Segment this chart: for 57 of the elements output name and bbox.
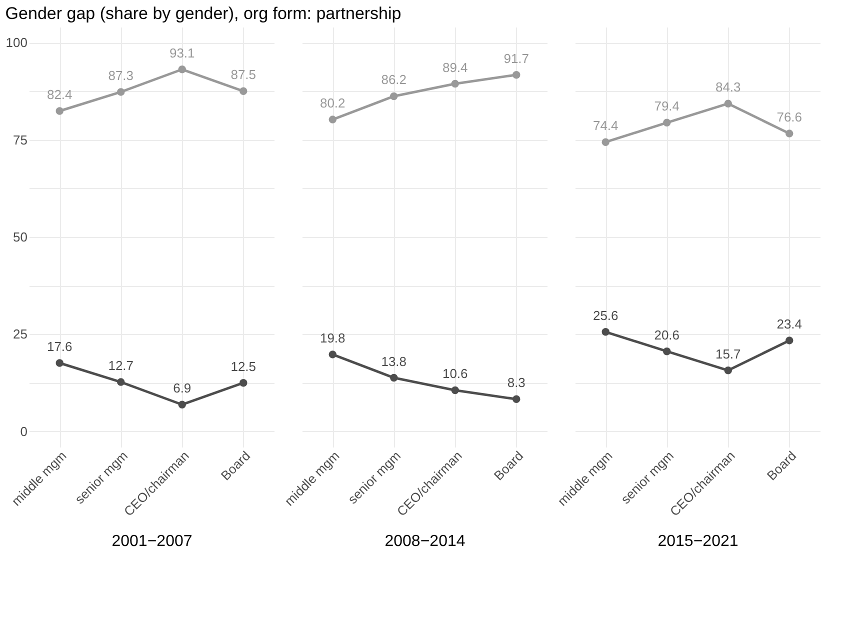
data-label: 12.7 <box>108 358 134 374</box>
data-label: 15.7 <box>715 346 741 362</box>
point <box>240 87 248 96</box>
data-label: 8.3 <box>507 375 526 390</box>
point <box>390 92 398 100</box>
x-axis-title: 2015−2021 <box>658 532 738 550</box>
point <box>602 328 610 336</box>
point <box>178 400 186 408</box>
y-tick-label: 0 <box>20 424 28 439</box>
y-tick-label: 50 <box>13 230 28 244</box>
point <box>390 374 398 382</box>
data-label: 19.8 <box>320 330 346 346</box>
data-label: 86.2 <box>381 72 407 88</box>
point <box>451 80 459 88</box>
data-label: 23.4 <box>776 316 802 332</box>
data-label: 87.5 <box>230 67 256 82</box>
data-label: 93.1 <box>169 45 195 60</box>
data-label: 6.9 <box>173 380 192 396</box>
y-tick-label: 100 <box>6 35 28 50</box>
point <box>328 116 336 124</box>
chart-title: Gender gap (share by gender), org form: partnership <box>5 4 402 23</box>
data-label: 82.4 <box>46 87 72 102</box>
point <box>663 118 671 127</box>
point <box>602 138 610 146</box>
data-label: 12.5 <box>230 358 256 374</box>
data-label: 91.7 <box>504 50 530 66</box>
data-label: 74.4 <box>592 118 618 134</box>
data-label: 20.6 <box>654 327 680 342</box>
point <box>56 359 64 367</box>
data-label: 89.4 <box>442 60 468 75</box>
point <box>117 378 125 386</box>
data-label: 80.2 <box>320 96 346 111</box>
data-label: 79.4 <box>654 98 680 114</box>
point <box>724 366 732 374</box>
x-axis-title: 2008−2014 <box>384 532 466 550</box>
point <box>724 100 732 108</box>
data-label: 76.6 <box>776 110 802 125</box>
point <box>786 130 794 138</box>
point <box>117 88 125 96</box>
point <box>512 70 520 79</box>
y-tick-label: 25 <box>13 326 28 342</box>
point <box>512 395 520 404</box>
data-label: 13.8 <box>381 354 407 369</box>
point <box>328 350 336 358</box>
point <box>56 107 64 115</box>
point <box>663 347 671 356</box>
data-label: 25.6 <box>592 308 618 323</box>
data-label: 10.6 <box>442 366 468 382</box>
point <box>451 386 459 394</box>
data-label: 84.3 <box>715 80 741 95</box>
y-tick-label: 75 <box>13 132 28 148</box>
x-axis-title: 2001−2007 <box>112 532 192 550</box>
data-label: 87.3 <box>108 68 134 83</box>
data-label: 17.6 <box>46 339 72 354</box>
point <box>240 378 248 387</box>
point <box>786 336 794 344</box>
point <box>178 66 186 74</box>
